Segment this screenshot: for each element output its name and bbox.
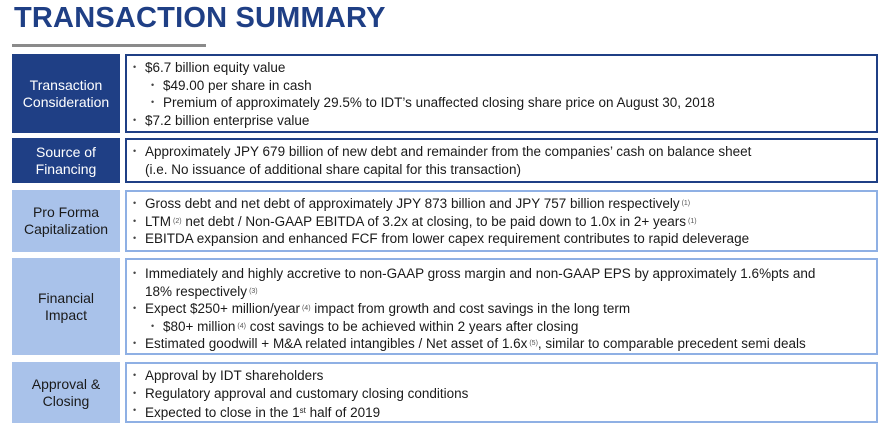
row-content: Approximately JPY 679 billion of new deb… [125,138,878,183]
title-underline [12,44,206,47]
row-content: Approval by IDT shareholders Regulatory … [125,362,878,423]
footnote-marker: (4) [237,322,246,330]
row-content: Immediately and highly accretive to non-… [125,258,878,355]
page-title: TRANSACTION SUMMARY [14,2,386,34]
row-label-line1: Approval & [31,375,101,392]
bullet-accretive-continuation: 18% respectively (3) [145,283,258,299]
row-approval-closing: Approval & Closing Approval by IDT share… [12,362,878,423]
bullet-gross-net-debt: Gross debt and net debt of approximately… [133,195,868,213]
bullet-ebitda-expansion: EBITDA expansion and enhanced FCF from l… [133,230,868,248]
row-label-line2: Impact [44,306,87,323]
row-financial-impact: Financial Impact Immediately and highly … [12,258,878,355]
bullet-new-debt-continuation: (i.e. No issuance of additional share ca… [145,161,521,177]
row-label-line2: Capitalization [23,221,109,237]
footnote-marker: (3) [249,287,258,295]
bullet-regulatory-approval: Regulatory approval and customary closin… [133,385,868,403]
row-source-of-financing: Source of Financing Approximately JPY 67… [12,138,878,183]
row-label-line1: Pro Forma [32,204,100,220]
row-label: Source of Financing [12,138,120,183]
footnote-marker: (1) [687,217,697,225]
row-pro-forma-capitalization: Pro Forma Capitalization Gross debt and … [12,190,878,252]
bullet-goodwill: Estimated goodwill + M&A related intangi… [133,335,868,353]
bullet-per-share: $49.00 per share in cash [151,77,868,95]
row-label-line2: Closing [42,392,90,409]
footnote-marker: (5) [529,340,538,347]
row-label-line2: Financing [35,160,97,177]
bullet-equity-value: $6.7 billion equity value [133,59,868,77]
row-content: $6.7 billion equity value $49.00 per sha… [125,54,878,133]
bullet-cost-savings: $80+ million(4) cost savings to be achie… [151,318,868,336]
footnote-marker: (4) [301,305,311,312]
row-label-line1: Transaction [29,76,103,93]
row-label: Transaction Consideration [12,54,120,133]
bullet-expected-close: Expected to close in the 1st half of 201… [133,402,868,422]
row-label-line1: Financial [37,289,95,306]
footnote-marker: (1) [681,200,691,207]
row-transaction-consideration: Transaction Consideration $6.7 billion e… [12,54,878,133]
row-label-line2: Consideration [22,93,110,110]
bullet-new-debt: Approximately JPY 679 billion of new deb… [133,143,868,161]
bullet-premium: Premium of approximately 29.5% to IDT’s … [151,94,868,112]
bullet-enterprise-value: $7.2 billion enterprise value [133,112,868,130]
row-label: Approval & Closing [12,362,120,423]
bullet-shareholder-approval: Approval by IDT shareholders [133,367,868,385]
row-label-line1: Source of [36,143,96,160]
bullet-ltm-leverage: LTM(2) net debt / Non-GAAP EBITDA of 3.2… [133,213,868,231]
bullet-expected-impact: Expect $250+ million/year(4) impact from… [133,300,868,318]
row-label: Financial Impact [12,258,120,355]
footnote-marker: (2) [173,217,182,225]
ordinal-suffix: st [299,406,306,415]
bullet-accretive: Immediately and highly accretive to non-… [133,265,868,283]
row-label: Pro Forma Capitalization [12,190,120,252]
row-content: Gross debt and net debt of approximately… [125,190,878,252]
